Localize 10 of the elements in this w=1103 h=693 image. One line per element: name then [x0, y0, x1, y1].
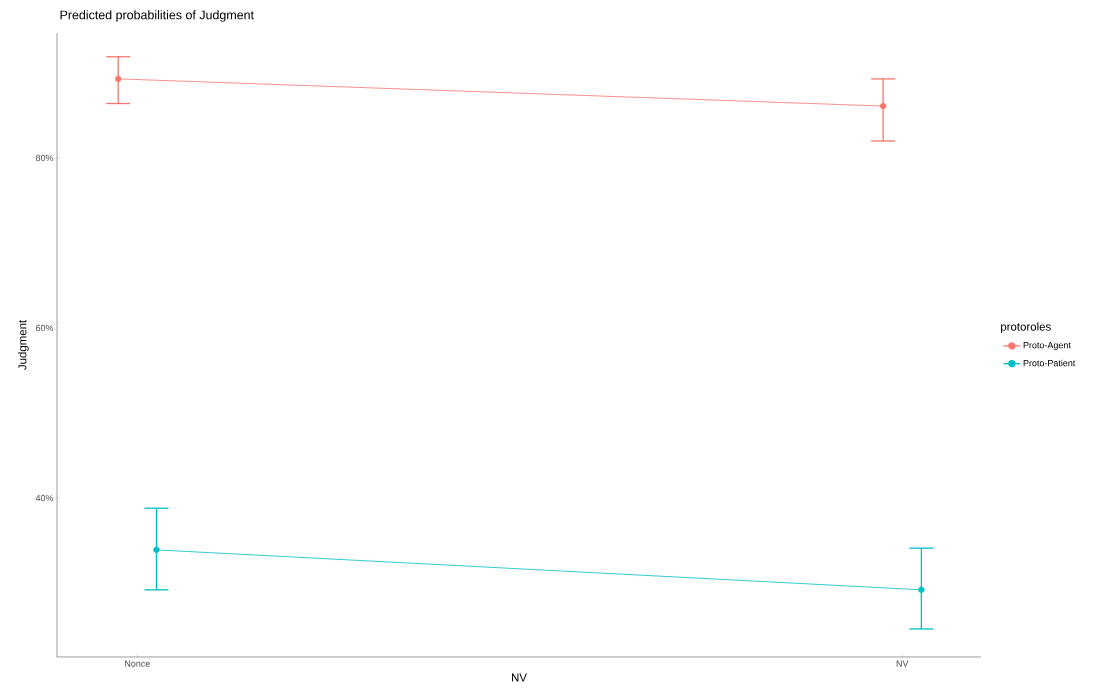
- legend-label: Proto-Agent: [1023, 342, 1071, 351]
- x-tick-label: Nonce: [125, 660, 150, 667]
- y-tick-label: 40%: [35, 494, 54, 502]
- chart-title: Predicted probabilities of Judgment: [60, 10, 254, 22]
- x-axis-title: NV: [511, 673, 527, 682]
- legend-title: protoroles: [1001, 322, 1051, 333]
- y-axis-title: Judgment: [18, 319, 29, 370]
- legend-label: Proto-Patient: [1023, 359, 1076, 367]
- y-tick-label: 80%: [35, 154, 54, 162]
- y-tick-label: 60%: [36, 324, 54, 332]
